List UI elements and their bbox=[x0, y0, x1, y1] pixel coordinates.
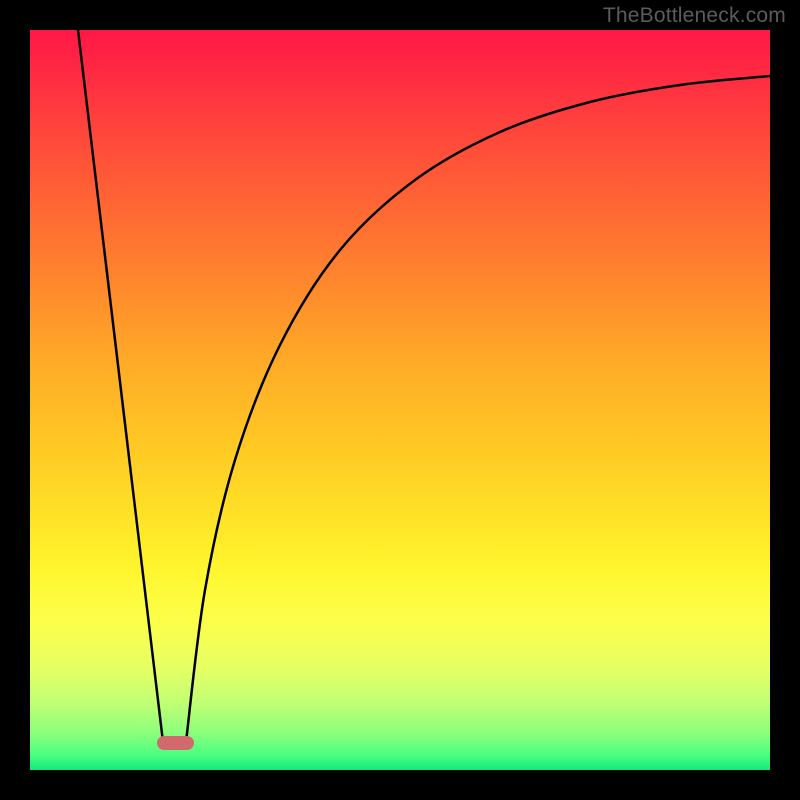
chart-container: { "canvas": { "width": 800, "height": 80… bbox=[0, 0, 800, 800]
plot-area bbox=[30, 30, 770, 770]
curve-left-branch bbox=[78, 30, 163, 742]
curve-right-branch bbox=[186, 76, 770, 742]
curve-svg bbox=[30, 30, 770, 770]
watermark-text: TheBottleneck.com bbox=[603, 4, 786, 28]
minimum-marker bbox=[157, 736, 194, 750]
